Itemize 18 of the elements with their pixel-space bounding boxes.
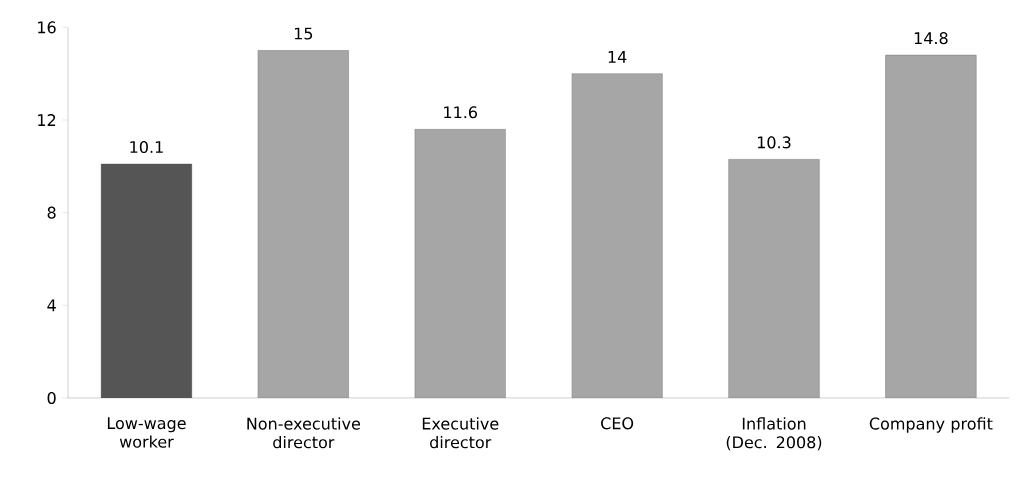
x-tick-label: Low-wage worker <box>107 417 186 448</box>
x-tick-label: Non-executive director <box>247 417 361 449</box>
x-tick-label: Inflation (Dec. 2008) <box>726 417 822 451</box>
bar <box>100 163 193 398</box>
data-label: 10.1 <box>130 140 163 154</box>
x-tick-label: Executive director <box>422 417 499 449</box>
data-label: 10.3 <box>757 136 791 149</box>
x-tick-label: Company profit <box>869 417 993 433</box>
data-label: 14.8 <box>914 32 948 45</box>
y-tick-label: 12 <box>38 114 56 126</box>
data-label: 15 <box>294 27 313 40</box>
y-tick-label: 0 <box>47 391 56 405</box>
y-tick-label: 4 <box>47 299 56 312</box>
y-tick-label: 16 <box>38 21 56 34</box>
data-label: 14 <box>608 51 627 63</box>
x-tick-label: CEO <box>601 417 634 430</box>
y-tick-label: 8 <box>47 206 56 219</box>
data-label: 11.6 <box>444 106 478 119</box>
